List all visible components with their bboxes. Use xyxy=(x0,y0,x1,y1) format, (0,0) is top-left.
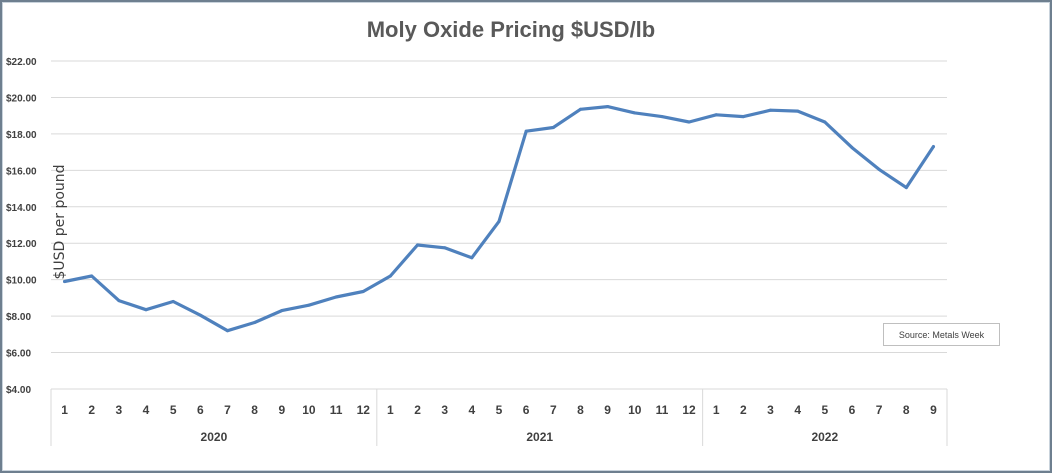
source-note: Source: Metals Week xyxy=(883,323,1000,346)
x-tick-label: 3 xyxy=(441,403,448,417)
year-label: 2020 xyxy=(201,430,228,444)
data-point xyxy=(524,129,528,133)
data-point xyxy=(823,120,827,124)
data-point xyxy=(470,256,474,260)
data-point xyxy=(660,115,664,119)
data-point xyxy=(687,120,691,124)
data-point xyxy=(253,320,257,324)
data-point xyxy=(877,167,881,171)
x-tick-label: 12 xyxy=(682,403,696,417)
data-point xyxy=(361,290,365,294)
year-label: 2022 xyxy=(811,430,838,444)
x-tick-label: 2 xyxy=(414,403,421,417)
x-tick-label: 6 xyxy=(849,403,856,417)
x-tick-label: 4 xyxy=(469,403,476,417)
data-point xyxy=(334,295,338,299)
data-point xyxy=(63,279,67,283)
data-point xyxy=(497,219,501,223)
x-tick-label: 9 xyxy=(930,403,937,417)
x-tick-label: 6 xyxy=(197,403,204,417)
x-tick-label: 7 xyxy=(550,403,557,417)
price-series-line xyxy=(62,104,936,333)
data-point xyxy=(931,145,935,149)
data-point xyxy=(904,186,908,190)
data-point xyxy=(144,308,148,312)
x-tick-label: 5 xyxy=(821,403,828,417)
chart-title: Moly Oxide Pricing $USD/lb xyxy=(367,17,656,42)
x-tick-label: 7 xyxy=(224,403,231,417)
data-point xyxy=(606,105,610,109)
y-tick-label: $8.00 xyxy=(6,312,31,323)
data-point xyxy=(171,300,175,304)
x-tick-label: 1 xyxy=(61,403,68,417)
x-tick-label: 6 xyxy=(523,403,530,417)
x-tick-label: 2 xyxy=(88,403,95,417)
y-axis-ticks: $4.00 $6.00 $8.00 $10.00 $12.00 $14.00 $16.00 $… xyxy=(6,57,37,396)
y-tick-label: $18.00 xyxy=(6,130,37,141)
y-tick-label: $12.00 xyxy=(6,239,37,250)
y-tick-label: $6.00 xyxy=(6,349,31,360)
data-point xyxy=(714,113,718,117)
x-tick-label: 8 xyxy=(251,403,258,417)
y-tick-label: $10.00 xyxy=(6,276,37,287)
y-tick-label: $14.00 xyxy=(6,203,37,214)
y-tick-label: $16.00 xyxy=(6,166,37,177)
x-tick-label: 9 xyxy=(278,403,285,417)
x-tick-label: 9 xyxy=(604,403,611,417)
data-point xyxy=(551,126,555,130)
x-tick-label: 5 xyxy=(170,403,177,417)
x-tick-label: 3 xyxy=(767,403,774,417)
y-axis-label: $USD per pound xyxy=(52,164,68,279)
x-tick-label: 8 xyxy=(577,403,584,417)
data-point xyxy=(117,299,121,303)
data-point xyxy=(633,111,637,115)
data-point xyxy=(769,108,773,112)
data-point xyxy=(90,274,94,278)
series-layer xyxy=(62,104,936,333)
y-tick-label: $22.00 xyxy=(6,57,37,68)
data-point xyxy=(416,243,420,247)
x-tick-label: 5 xyxy=(496,403,503,417)
x-tick-label: 4 xyxy=(143,403,150,417)
x-tick-label: 2 xyxy=(740,403,747,417)
x-tick-label: 10 xyxy=(628,403,642,417)
data-point xyxy=(741,115,745,119)
data-point xyxy=(225,329,229,333)
y-tick-label: $4.00 xyxy=(6,385,31,396)
data-point xyxy=(796,109,800,113)
data-point xyxy=(578,107,582,111)
data-point xyxy=(388,274,392,278)
x-tick-label: 1 xyxy=(387,403,394,417)
x-tick-label: 1 xyxy=(713,403,720,417)
x-tick-label: 7 xyxy=(876,403,883,417)
x-tick-label: 4 xyxy=(794,403,801,417)
x-tick-label: 11 xyxy=(656,403,669,417)
gridlines xyxy=(51,60,947,390)
x-tick-label: 3 xyxy=(116,403,123,417)
x-tick-label: 10 xyxy=(302,403,316,417)
data-point xyxy=(280,309,284,313)
data-point xyxy=(307,303,311,307)
data-point xyxy=(443,246,447,250)
year-label: 2021 xyxy=(526,430,553,444)
data-point xyxy=(850,146,854,150)
y-tick-label: $20.00 xyxy=(6,93,37,104)
x-tick-label: 8 xyxy=(903,403,910,417)
data-point xyxy=(198,313,202,317)
x-tick-label: 12 xyxy=(357,403,371,417)
x-tick-label: 11 xyxy=(330,403,343,417)
